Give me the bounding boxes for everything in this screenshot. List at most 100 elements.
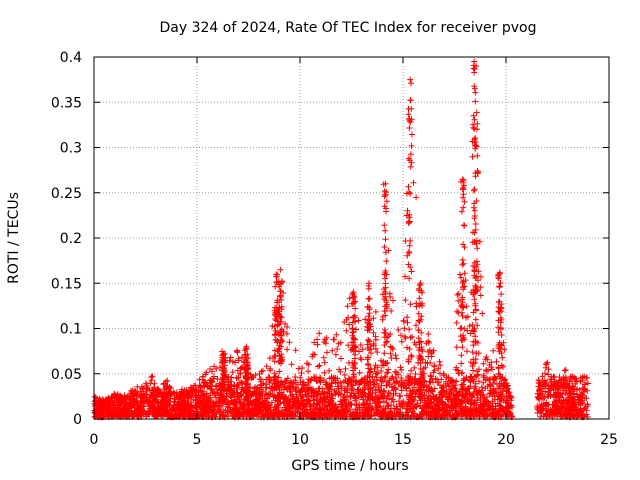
- roti-point: [237, 392, 244, 399]
- roti-point: [480, 379, 487, 386]
- roti-point: [247, 392, 254, 399]
- roti-point: [287, 384, 294, 391]
- roti-point: [266, 355, 273, 362]
- roti-point: [498, 325, 504, 331]
- roti-point: [383, 399, 390, 406]
- roti-point: [495, 329, 502, 336]
- roti-point: [477, 396, 484, 403]
- roti-point: [356, 348, 362, 355]
- roti-point: [458, 325, 465, 331]
- roti-point: [453, 398, 460, 405]
- roti-point: [244, 406, 251, 413]
- roti-point: [94, 410, 101, 417]
- roti-point: [217, 410, 224, 417]
- roti-point: [470, 378, 477, 385]
- roti-point: [382, 290, 389, 297]
- roti-point: [461, 283, 468, 290]
- y-tick-label: 0.05: [51, 367, 82, 383]
- roti-point: [381, 327, 388, 333]
- roti-point: [461, 198, 468, 205]
- roti-point: [205, 397, 212, 404]
- roti-point: [284, 324, 291, 330]
- roti-point: [535, 394, 542, 401]
- roti-point: [419, 369, 426, 376]
- roti-point: [357, 342, 364, 348]
- roti-point: [388, 344, 395, 351]
- roti-point: [177, 406, 184, 413]
- roti-point: [457, 333, 464, 340]
- roti-point: [364, 393, 371, 400]
- roti-point: [381, 334, 388, 341]
- roti-point: [222, 369, 229, 376]
- roti-point: [328, 380, 335, 387]
- roti-point: [547, 382, 554, 389]
- roti-point: [556, 374, 563, 380]
- roti-point: [407, 119, 414, 126]
- roti-point: [336, 390, 343, 397]
- roti-point: [477, 292, 484, 299]
- roti-point: [263, 407, 270, 414]
- roti-point: [402, 273, 408, 280]
- roti-point: [379, 316, 386, 323]
- roti-point: [459, 299, 466, 306]
- roti-point: [461, 244, 468, 251]
- roti-point: [221, 372, 228, 379]
- roti-point: [152, 411, 159, 418]
- roti-point: [539, 373, 546, 380]
- roti-point: [367, 413, 374, 420]
- roti-point: [585, 380, 591, 387]
- roti-point: [350, 335, 357, 342]
- roti-point: [345, 342, 352, 349]
- roti-point: [564, 406, 571, 413]
- roti-point: [473, 198, 480, 204]
- roti-point: [244, 383, 251, 390]
- roti-point: [418, 329, 425, 336]
- roti-point: [475, 410, 482, 416]
- y-tick-label: 0.2: [60, 231, 82, 247]
- roti-point: [445, 374, 452, 381]
- roti-point: [470, 392, 477, 399]
- roti-point: [272, 353, 279, 360]
- roti-point: [440, 400, 447, 407]
- roti-point: [341, 394, 348, 401]
- roti-point: [542, 381, 549, 388]
- roti-point: [496, 269, 503, 276]
- roti-point: [105, 402, 112, 408]
- roti-point: [473, 258, 480, 265]
- roti-point: [366, 295, 373, 302]
- roti-point: [276, 352, 283, 359]
- roti-point: [366, 280, 372, 287]
- roti-point: [137, 410, 144, 417]
- roti-point: [417, 375, 424, 382]
- roti-point: [468, 393, 475, 400]
- roti-point: [428, 350, 435, 357]
- roti-point: [374, 398, 381, 405]
- roti-point: [151, 380, 158, 387]
- roti-point: [357, 409, 364, 416]
- roti-point: [461, 393, 468, 400]
- roti-point: [313, 377, 320, 384]
- roti-point: [474, 372, 480, 379]
- roti-point: [215, 398, 222, 405]
- roti-point: [277, 382, 284, 389]
- roti-point: [332, 413, 339, 419]
- roti-point: [472, 145, 479, 152]
- roti-point: [416, 378, 423, 385]
- roti-point: [239, 354, 245, 361]
- roti-point: [458, 208, 465, 215]
- roti-point: [501, 393, 508, 400]
- roti-point: [292, 379, 299, 386]
- roti-point: [381, 350, 388, 357]
- roti-point: [374, 349, 381, 356]
- roti-point: [464, 348, 470, 355]
- roti-point: [458, 360, 465, 367]
- roti-point: [472, 98, 479, 105]
- roti-point: [445, 383, 452, 390]
- roti-point: [450, 395, 457, 402]
- roti-point: [188, 399, 195, 406]
- roti-point: [341, 385, 348, 392]
- roti-point: [470, 112, 477, 119]
- roti-point: [323, 379, 330, 386]
- roti-point: [279, 279, 286, 286]
- roti-point: [537, 407, 544, 414]
